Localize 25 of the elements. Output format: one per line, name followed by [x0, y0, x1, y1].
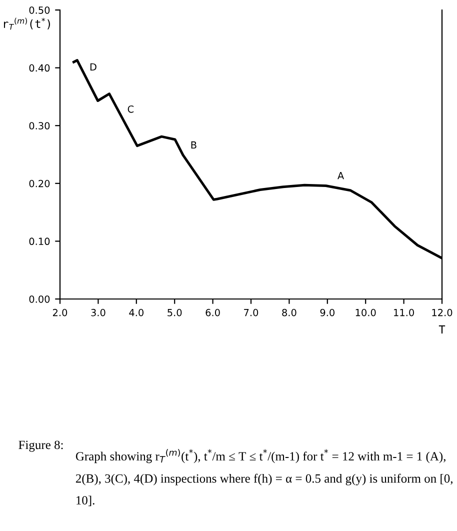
x-tick-label: 4.0: [129, 308, 144, 316]
x-tick-label: 5.0: [168, 308, 182, 316]
y-tick-label: 0.50: [29, 6, 50, 14]
x-axis-title: T: [438, 325, 446, 334]
text: Graph showing r$_{T}$$^{(m)}$(t$^{*}$), t$^{*}$/m ≤ T ≤ t$^{*}$/(m-1) for t$^{*}$ = 12 with m-1 = 1 (A), 2(B), 3(C), 4(D) inspections where f(h) = α = 0.5 and g(y) is uniform on [0, 10].: [76, 449, 452, 506]
x-tick-label: 7.0: [244, 308, 258, 316]
caption: Figure 8:: [18, 440, 63, 452]
x-tick-label: 8.0: [282, 308, 296, 316]
y-axis-title: r$_{T}$$^{(m)}$(t$^{*}$): [4, 18, 50, 30]
y-tick-label: 0.10: [29, 238, 50, 246]
x-tick-label: 9.0: [320, 308, 334, 316]
y-tick-label: 0.30: [29, 122, 50, 130]
annotation: B: [191, 141, 196, 149]
x-tick-label: 2.0: [52, 308, 68, 316]
x-tick-label: 6.0: [206, 308, 220, 316]
y-tick-label: 0.20: [29, 180, 50, 188]
annotation: C: [128, 105, 134, 113]
y-tick-label: 0.40: [29, 64, 50, 72]
annotation: D: [90, 63, 96, 70]
x-tick-label: 11.0: [394, 308, 414, 316]
x-tick-label: 10.0: [356, 308, 376, 316]
x-tick-label: 12.0: [432, 308, 452, 316]
annotation: A: [338, 172, 344, 180]
x-tick-label: 3.0: [91, 308, 106, 316]
y-tick-label: 0.00: [29, 295, 50, 303]
